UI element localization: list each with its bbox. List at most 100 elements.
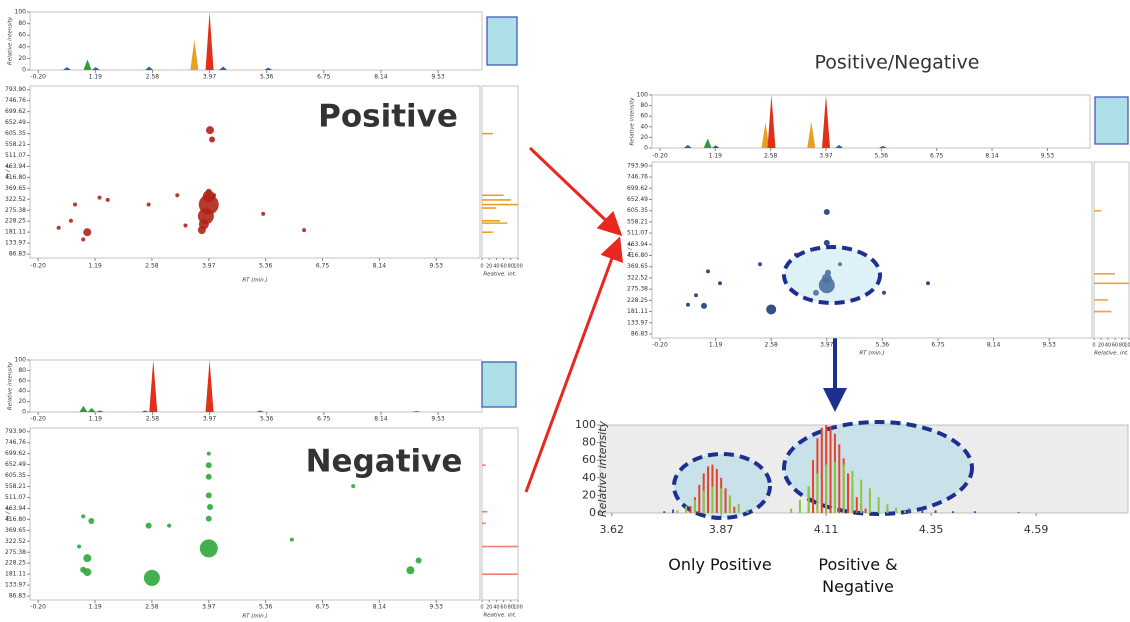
peak-spot [80,567,86,573]
highlight-ellipse [784,247,880,303]
y-tick-label: 369.65 [627,263,648,270]
peak-spot [701,303,707,309]
y-tick-label: 100 [15,357,27,364]
peak-spot [83,554,91,562]
y-tick-label: 652.49 [5,119,26,126]
x-tick-label: 1.19 [88,604,102,611]
x-tick-label: 2.58 [146,416,160,423]
x-tick-label: 2.58 [146,74,160,81]
x-tick-label: -0.20 [30,263,46,270]
y-tick-label: 86.83 [9,593,26,600]
x-tick-label: 6.75 [930,153,944,160]
peak-spot [926,281,930,285]
peak-spot [766,304,776,314]
y-tick-label: 181.11 [5,571,26,578]
side-tick-label: 100 [513,264,523,270]
y-tick-label: 793.90 [5,428,26,435]
x-tick-label: 3.87 [709,523,734,536]
x-tick-label: 6.75 [931,342,945,349]
panel-annotation: Positive [318,99,458,135]
x-tick-label: 3.97 [202,263,216,270]
y-axis-label: m / z [6,165,12,179]
y-tick-label: 275.38 [5,549,26,556]
y-tick-label: 511.07 [5,152,26,159]
y-tick-label: 100 [15,9,27,16]
side-tick-label: 60 [500,264,506,270]
y-tick-label: 60 [640,113,648,120]
side-tick-label: 60 [1112,343,1118,349]
peak-spot [207,504,213,510]
y-tick-label: 86.83 [9,251,26,258]
plot-area [652,162,1092,338]
y-tick-label: 20 [18,398,26,405]
y-tick-label: 322.52 [5,538,26,545]
peak-spot [106,198,110,202]
y-axis-label: Relative intensity [8,16,14,65]
y-tick-label: 605.35 [5,130,26,137]
x-tick-label: 5.36 [876,342,890,349]
peak-spot [77,545,81,549]
y-axis-label: m / z [628,243,634,257]
plot-area [30,360,482,412]
y-tick-label: 558.21 [5,141,26,148]
x-tick-label: 9.53 [431,416,445,423]
x-tick-label: 8.14 [987,342,1001,349]
peak-spot [302,228,306,232]
y-tick-label: 20 [640,134,648,141]
y-tick-label: 228.25 [627,297,648,304]
peak-spot [81,514,85,518]
side-tick-label: 60 [500,605,506,611]
x-tick-label: 1.19 [709,342,723,349]
y-tick-label: 40 [18,388,26,395]
y-tick-label: 0 [589,506,596,519]
peak-spot [144,570,160,586]
y-tick-label: 181.11 [627,308,648,315]
peak-spot [198,226,206,234]
y-tick-label: 746.76 [627,174,648,181]
y-tick-label: 275.38 [5,207,26,214]
peak-spot [718,281,722,285]
y-tick-label: 511.07 [5,494,26,501]
y-tick-label: 80 [640,102,648,109]
x-tick-label: 5.36 [259,604,273,611]
x-tick-label: 5.36 [875,153,889,160]
y-tick-label: 133.97 [5,582,26,589]
side-tick-label: 100 [513,605,523,611]
side-axis-label: Reative. int. [483,272,517,278]
x-tick-label: 5.36 [259,263,273,270]
peak-spot [206,189,212,195]
arrow [530,148,618,232]
x-tick-label: 8.14 [374,74,388,81]
peak-spot [200,539,218,557]
x-tick-label: 6.75 [317,416,331,423]
x-tick-label: 1.19 [709,153,723,160]
y-tick-label: 699.62 [5,108,26,115]
y-tick-label: 20 [18,55,26,62]
side-axis-label: Relative. int. [1094,351,1129,357]
peak-spot [147,203,151,207]
y-tick-label: 605.35 [627,207,648,214]
x-tick-label: -0.20 [30,74,46,81]
peak-spot [351,484,355,488]
y-tick-label: 40 [582,471,596,484]
y-tick-label: 322.52 [5,196,26,203]
x-tick-label: 3.62 [600,523,625,536]
y-tick-label: 133.97 [5,240,26,247]
peak-spot [824,240,830,246]
y-tick-label: 699.62 [627,185,648,192]
figure: -0.20 1.19 2.58 3.97 5.36 6.75 8.14 9.53 0 20 40 60… [0,0,1130,622]
peak-spot [206,462,212,468]
x-tick-label: 6.75 [316,604,330,611]
y-tick-label: 605.35 [5,472,26,479]
y-tick-label: 369.65 [5,185,26,192]
x-tick-label: 4.35 [919,523,944,536]
peak-spot [175,193,179,197]
peak-spot [206,126,214,134]
panel-title: Positive/Negative [815,52,980,74]
side-tick-label: 100 [1124,343,1130,349]
y-tick-label: 60 [582,453,596,466]
x-tick-label: -0.20 [30,416,46,423]
peak-spot [83,228,91,236]
y-tick-label: 86.83 [631,330,648,337]
x-tick-label: -0.20 [652,153,668,160]
